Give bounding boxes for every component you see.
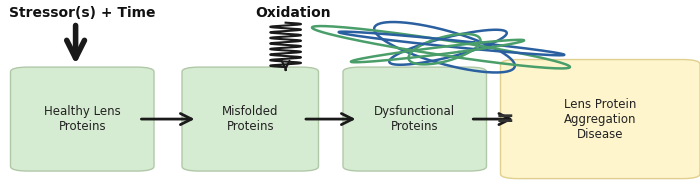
FancyBboxPatch shape — [182, 67, 318, 171]
Text: Misfolded
Proteins: Misfolded Proteins — [222, 105, 279, 133]
Text: Lens Protein
Aggregation
Disease: Lens Protein Aggregation Disease — [564, 98, 636, 141]
FancyBboxPatch shape — [10, 67, 154, 171]
Text: Stressor(s) + Time: Stressor(s) + Time — [9, 6, 155, 20]
FancyBboxPatch shape — [500, 60, 700, 179]
Text: Healthy Lens
Proteins: Healthy Lens Proteins — [44, 105, 120, 133]
Text: Oxidation: Oxidation — [256, 6, 331, 20]
FancyBboxPatch shape — [343, 67, 486, 171]
Text: =: = — [496, 109, 514, 129]
Text: Dysfunctional
Proteins: Dysfunctional Proteins — [374, 105, 455, 133]
